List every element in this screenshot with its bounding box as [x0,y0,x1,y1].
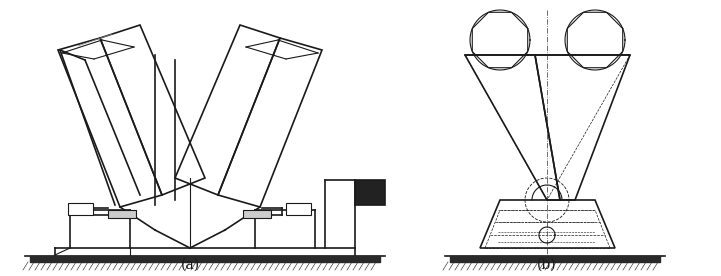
Text: (a): (a) [180,258,200,272]
Bar [108,210,136,218]
Bar [243,210,271,218]
Text: (b): (b) [537,258,557,272]
Bar [286,203,311,215]
Bar [355,180,385,205]
Bar [68,203,93,215]
